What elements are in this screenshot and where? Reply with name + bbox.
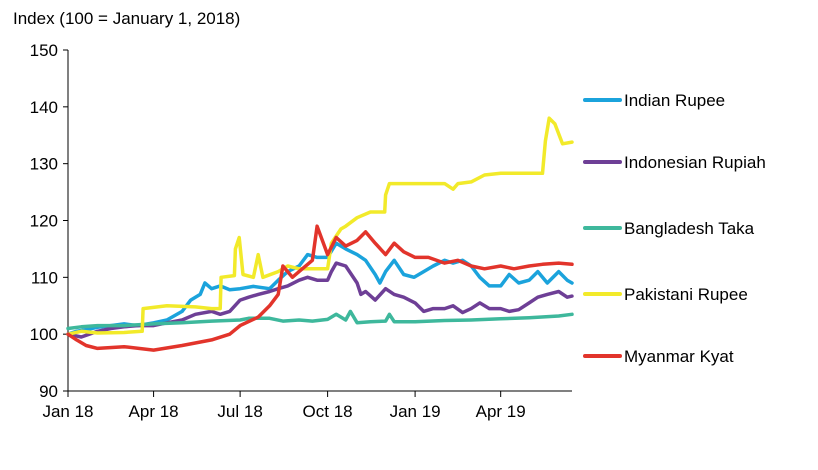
legend-label-indian-rupee: Indian Rupee [624, 91, 725, 110]
y-axis: 90 100 110 120 130 140 150 [30, 41, 69, 401]
legend-label-bangladesh-taka: Bangladesh Taka [624, 219, 755, 238]
series-line-indian-rupee [66, 241, 574, 336]
x-tick-label: Jan 19 [390, 402, 441, 421]
series-line-pakistani-rupee [66, 116, 574, 336]
y-axis-label: Index (100 = January 1, 2018) [13, 9, 240, 28]
legend: Indian Rupee Indonesian Rupiah Bangladesh … [583, 91, 766, 366]
series-line-bangladesh-taka [66, 309, 574, 331]
x-axis: Jan 18 Apr 18 Jul 18 Oct 18 Jan 19 Apr 19 [42, 390, 572, 421]
legend-label-pakistani-rupee: Pakistani Rupee [624, 285, 748, 304]
series-line-indonesian-rupiah [66, 261, 574, 339]
x-tick-label: Jan 18 [42, 402, 93, 421]
y-tick-label: 130 [30, 155, 58, 174]
x-tick-label: Apr 19 [476, 402, 526, 421]
y-tick-label: 120 [30, 212, 58, 231]
y-tick-label: 90 [39, 382, 58, 401]
series-lines [66, 116, 574, 352]
x-tick-label: Jul 18 [217, 402, 262, 421]
y-tick-label: 100 [30, 325, 58, 344]
series-line-myanmar-kyat [66, 224, 574, 352]
y-tick-label: 150 [30, 41, 58, 60]
x-tick-label: Apr 18 [129, 402, 179, 421]
legend-label-indonesian-rupiah: Indonesian Rupiah [624, 153, 766, 172]
y-tick-label: 140 [30, 98, 58, 117]
legend-label-myanmar-kyat: Myanmar Kyat [624, 347, 734, 366]
x-tick-label: Oct 18 [303, 402, 353, 421]
y-tick-label: 110 [31, 268, 58, 287]
